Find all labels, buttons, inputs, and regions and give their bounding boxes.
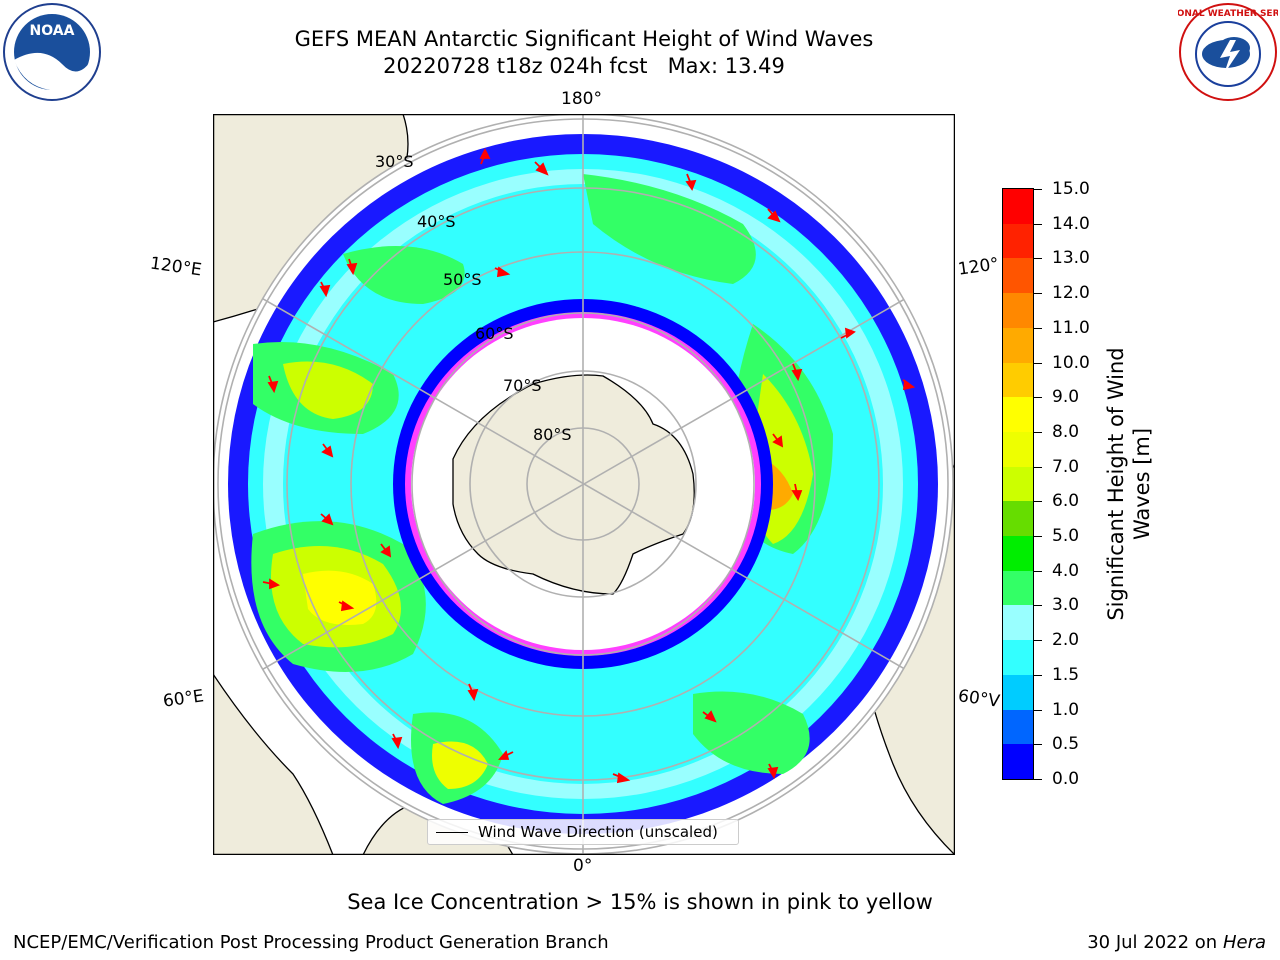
- colorbar-segment: [1003, 536, 1033, 571]
- colorbar-tick-label: 15.0: [1052, 179, 1090, 199]
- colorbar-tick-mark: [1034, 744, 1042, 746]
- noaa-logo-text: NOAA: [30, 23, 75, 39]
- colorbar-tick-mark: [1034, 189, 1042, 190]
- colorbar-tick-label: 7.0: [1052, 456, 1080, 477]
- national-weather-service-logo: NATIONAL WEATHER SERVICE: [1178, 3, 1278, 101]
- lon-label-0: 0°: [573, 856, 593, 876]
- colorbar-segment: [1003, 744, 1033, 779]
- noaa-logo: NOAA: [3, 3, 101, 101]
- colorbar-title-line-2: Waves [m]: [1130, 427, 1154, 541]
- colorbar-segment: [1003, 501, 1033, 537]
- colorbar-segment: [1003, 397, 1033, 432]
- legend-label: Wind Wave Direction (unscaled): [478, 823, 718, 841]
- colorbar-tick-label: 5.0: [1052, 526, 1080, 547]
- colorbar-tick-mark: [1034, 501, 1042, 503]
- colorbar-segment: [1003, 223, 1033, 259]
- colorbar-tick-mark: [1034, 536, 1042, 538]
- colorbar-segment: [1003, 605, 1033, 641]
- lat-label-70s: 70°S: [503, 376, 542, 395]
- colorbar-segment: [1003, 362, 1033, 398]
- colorbar-tick-label: 4.0: [1052, 560, 1080, 581]
- lon-label-120w: 120°: [956, 254, 1001, 280]
- map-frame-border: [213, 114, 955, 855]
- title-line-1: GEFS MEAN Antarctic Significant Height o…: [294, 27, 874, 51]
- lat-label-40s: 40°S: [417, 212, 456, 231]
- map-legend: Wind Wave Direction (unscaled): [427, 819, 739, 845]
- colorbar-tick-mark: [1034, 570, 1042, 572]
- colorbar-segment: [1003, 258, 1033, 294]
- colorbar-tick-mark: [1034, 640, 1042, 642]
- colorbar-tick-label: 1.5: [1052, 664, 1080, 685]
- lat-label-50s: 50°S: [443, 270, 482, 289]
- antarctic-map: 30°S 40°S 50°S 60°S 70°S 80°S Wind Wave …: [213, 114, 955, 855]
- lon-label-60w: 60°V: [956, 686, 1001, 712]
- colorbar-segment: [1003, 674, 1033, 710]
- legend-line-swatch: [436, 831, 468, 833]
- lat-label-60s: 60°S: [475, 324, 514, 343]
- footer-date-text: 30 Jul 2022 on: [1087, 932, 1223, 953]
- colorbar-tick-mark: [1034, 397, 1042, 399]
- colorbar-tick-label: 13.0: [1052, 248, 1090, 269]
- map-plot-area: [213, 114, 955, 855]
- footer-machine: Hera: [1222, 932, 1266, 953]
- colorbar-tick-label: 3.0: [1052, 595, 1080, 616]
- colorbar: [1002, 188, 1034, 780]
- colorbar-tick-mark: [1034, 674, 1042, 676]
- colorbar-tick-label: 11.0: [1052, 317, 1090, 338]
- colorbar-title-line-1: Significant Height of Wind: [1104, 347, 1128, 621]
- sea-ice-note: Sea Ice Concentration > 15% is shown in …: [347, 890, 933, 914]
- colorbar-tick-mark: [1034, 327, 1042, 329]
- colorbar-segment: [1003, 293, 1033, 328]
- colorbar-tick-label: 14.0: [1052, 213, 1090, 234]
- colorbar-tick-label: 0.0: [1052, 769, 1080, 789]
- colorbar-tick-label: 8.0: [1052, 421, 1080, 442]
- colorbar-segment: [1003, 640, 1033, 675]
- lon-label-60e: 60°E: [161, 686, 206, 712]
- colorbar-tick-label: 12.0: [1052, 283, 1090, 304]
- map-gridlines: [213, 114, 953, 854]
- colorbar-tick-mark: [1034, 466, 1042, 468]
- colorbar-tick-mark: [1034, 293, 1042, 295]
- lat-label-80s: 80°S: [533, 425, 572, 444]
- colorbar-tick-label: 2.0: [1052, 630, 1080, 651]
- antarctica-land: [452, 374, 695, 595]
- colorbar-tick-label: 9.0: [1052, 387, 1080, 408]
- colorbar-tick-mark: [1034, 605, 1042, 607]
- africa-land: [213, 672, 334, 855]
- colorbar-tick-label: 6.0: [1052, 491, 1080, 512]
- colorbar-segment: [1003, 189, 1033, 224]
- colorbar-tick-label: 10.0: [1052, 352, 1090, 373]
- colorbar-segment: [1003, 570, 1033, 606]
- colorbar-tick-label: 0.5: [1052, 734, 1080, 755]
- colorbar-tick-mark: [1034, 709, 1042, 711]
- colorbar-tick-label: 1.0: [1052, 699, 1080, 720]
- colorbar-tick-mark: [1034, 362, 1042, 364]
- lon-label-120e: 120°E: [148, 253, 203, 281]
- colorbar-segment: [1003, 466, 1033, 502]
- colorbar-segment: [1003, 327, 1033, 363]
- footer-date: 30 Jul 2022 on Hera: [1087, 932, 1266, 953]
- wind-wave-direction-arrows: [262, 147, 916, 784]
- footer-credit: NCEP/EMC/Verification Post Processing Pr…: [13, 932, 609, 953]
- colorbar-segment: [1003, 431, 1033, 467]
- lon-label-180: 180°: [561, 89, 602, 109]
- colorbar-tick-mark: [1034, 431, 1042, 433]
- nws-logo-text: NATIONAL WEATHER SERVICE: [1178, 9, 1278, 19]
- title-line-2: 20220728 t18z 024h fcst Max: 13.49: [383, 54, 785, 78]
- lat-label-30s: 30°S: [375, 152, 414, 171]
- chart-title: GEFS MEAN Antarctic Significant Height o…: [214, 26, 954, 80]
- colorbar-segment: [1003, 709, 1033, 745]
- colorbar-tick-mark: [1034, 258, 1042, 260]
- colorbar-tick-mark: [1034, 223, 1042, 225]
- colorbar-tick-mark: [1034, 779, 1042, 780]
